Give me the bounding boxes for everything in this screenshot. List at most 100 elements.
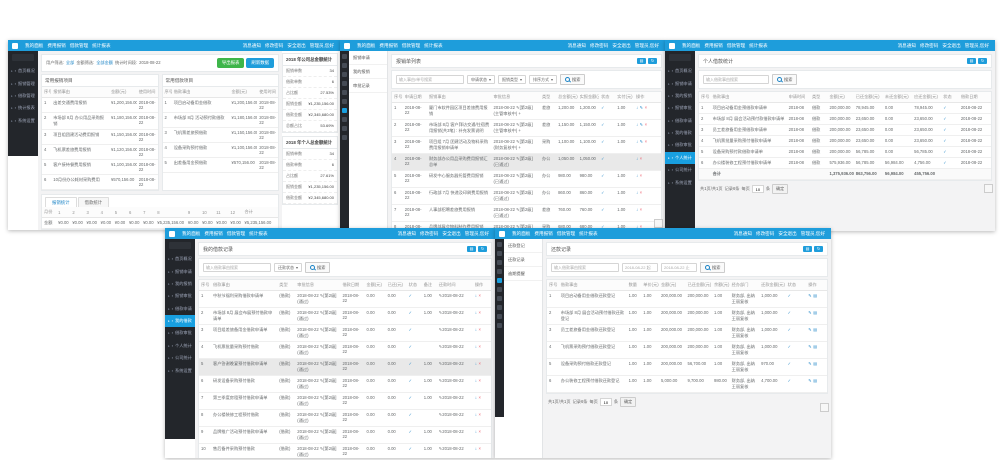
scroll-top-button[interactable]	[654, 219, 663, 228]
table-row[interactable]: 1 中秋节福利采购借款申请单 (借款) 2018-08-22 ✎[第2级] (通过) 2…	[199, 290, 491, 308]
delete-icon[interactable]: ×	[639, 190, 643, 195]
table-row[interactable]: 4 飞机票采购预付借款还款登记 1.00 1.00 200,000.00 200,000.…	[547, 341, 827, 359]
sidebar-collapse-button[interactable]	[169, 242, 191, 249]
app-logo-icon[interactable]	[12, 42, 18, 49]
collapsed-menu-icon[interactable]	[497, 287, 502, 292]
collapsed-menu-icon[interactable]	[342, 99, 347, 104]
detail-icon[interactable]: ▤	[813, 378, 818, 383]
delete-icon[interactable]: ×	[644, 122, 648, 127]
collapsed-menu-icon[interactable]	[342, 135, 347, 140]
download-icon[interactable]: ↓	[474, 310, 477, 315]
sidebar-item[interactable]: ▸ ▪ 统计报表	[8, 102, 38, 114]
sidebar-item[interactable]: ▸ ▪ 系统设置	[165, 364, 195, 376]
table-row[interactable]: 1 项目启动备用金预借款申请单 2018-08 借款 200,000.00 78,945.…	[699, 102, 991, 114]
download-icon[interactable]: ↓	[474, 327, 477, 332]
search-button[interactable]: 搜索	[772, 74, 798, 85]
search-input[interactable]	[396, 74, 464, 85]
approved-icon[interactable]: ✓	[787, 361, 792, 366]
filter-select[interactable]: 报销类型 ▾	[498, 74, 527, 85]
navbar-item[interactable]: 我的面板	[682, 42, 701, 48]
navbar-item[interactable]: 借款管理	[556, 230, 576, 236]
sidebar-item[interactable]: ▸ ▪ 报销审批	[165, 290, 195, 302]
table-row[interactable]: 4 设备采购预付借款 ¥1,100,156.00 2018-08-22	[162, 142, 278, 158]
delete-icon[interactable]: ×	[478, 378, 481, 383]
collapsed-menu-icon[interactable]	[497, 269, 502, 274]
approved-icon[interactable]: ✓	[601, 122, 605, 127]
approved-icon[interactable]: ✓	[943, 116, 947, 121]
table-row[interactable]: 2 市场部 8月 办公用品采购报销 ¥1,180,156.00 2018-08-22	[42, 112, 158, 130]
table-row[interactable]: 3 员工差旅备用金借款还款登记 1.00 1.00 200,000.00 200,000.…	[547, 324, 827, 342]
download-icon[interactable]: ↓	[474, 361, 477, 366]
table-row[interactable]: 2 2018-08-22 市场部 8月 客户拜访交通/住宿费用报销(共3笔) : 补…	[392, 119, 661, 137]
delete-icon[interactable]: ×	[478, 412, 481, 417]
scroll-top-button[interactable]	[984, 184, 993, 193]
delete-icon[interactable]: ×	[478, 293, 481, 298]
table-row[interactable]: 2 市场部 8月 活动预付款借款 ¥1,180,156.00 2018-08-22	[162, 112, 278, 128]
filter-link[interactable]: 全部	[65, 60, 75, 65]
navbar-item[interactable]: 费用报销	[204, 230, 223, 236]
download-icon[interactable]: ↓	[636, 139, 639, 144]
collapsed-menu-icon[interactable]	[342, 63, 347, 68]
navbar-item[interactable]: 费用报销	[379, 42, 398, 48]
search-input[interactable]	[703, 74, 769, 85]
download-icon[interactable]: ↓	[636, 122, 639, 127]
approved-icon[interactable]: ✓	[601, 224, 605, 229]
table-row[interactable]: 1 项目启动备用金借款 ¥1,200,156.00 2018-08-22	[162, 97, 278, 113]
approved-icon[interactable]: ✓	[787, 310, 792, 315]
sidebar-collapse-button[interactable]	[669, 54, 691, 61]
navbar-item[interactable]: 管理员,您好	[309, 42, 334, 48]
sidebar-item[interactable]: ▸ ▪ 公司统计	[165, 352, 195, 364]
approved-icon[interactable]: ✓	[787, 344, 792, 349]
collapsed-menu-icon[interactable]	[342, 108, 347, 113]
table-row[interactable]: 5 2018-08-22 研发中心服务器托管费用报销 2018-08-22 ✎[第2级…	[392, 170, 661, 188]
collapsed-menu-icon[interactable]	[342, 54, 347, 59]
list-icon[interactable]: ▤	[967, 57, 976, 65]
edit-icon[interactable]: ✎	[808, 378, 812, 383]
navbar-item[interactable]: 统计报表	[749, 42, 768, 48]
sidebar-item[interactable]: ▸ ▪ 借款申请	[165, 303, 195, 315]
approved-icon[interactable]: ✓	[787, 327, 792, 332]
delete-icon[interactable]: ×	[478, 344, 481, 349]
search-button[interactable]: 搜索	[700, 262, 726, 273]
app-logo-icon[interactable]	[499, 230, 505, 237]
table-row[interactable]: 6 办公装修工程预付借款还款登记 1.00 1.00 5,000.00 9,700.00 9…	[547, 375, 827, 393]
approved-icon[interactable]: ✓	[408, 446, 413, 451]
sidebar-item[interactable]: ▸ ▪ 系统设置	[665, 176, 695, 188]
detail-icon[interactable]: ▤	[813, 310, 818, 315]
list-icon[interactable]: ▤	[467, 245, 476, 253]
navbar-item[interactable]: 安全退出	[612, 42, 631, 48]
table-row[interactable]: 5 设备采购预付借款还款登记 1.00 1.00 200,000.00 56,700.00…	[547, 358, 827, 376]
sidebar-item[interactable]: ▸ ▪ 首页概况	[8, 65, 38, 77]
export-button[interactable]: 导出报表	[216, 58, 245, 68]
sidebar-item[interactable]: ▸ ▪ 系统设置	[8, 115, 38, 127]
navbar-item[interactable]: 统计报表	[92, 42, 111, 48]
approved-icon[interactable]: ✓	[787, 293, 792, 298]
navbar-item[interactable]: 统计报表	[249, 230, 268, 236]
collapsed-menu-icon[interactable]	[497, 305, 502, 310]
sidebar-item[interactable]: ▸ ▪ 报销申请	[665, 77, 695, 89]
navbar-item[interactable]: 我的面板	[357, 42, 376, 48]
download-icon[interactable]: ↓	[636, 190, 639, 195]
navbar-item[interactable]: 统计报表	[579, 230, 598, 236]
download-icon[interactable]: ↓	[636, 224, 639, 229]
filter-select[interactable]: 还款状态 ▾	[274, 262, 303, 273]
approved-icon[interactable]: ✓	[408, 378, 413, 383]
table-row[interactable]: 合计 1,375,936.00 863,756.00 56,984.00 455,756…	[699, 168, 991, 180]
table-row[interactable]: 1 2018-08-22 厦门市软件园区项目差旅费用报销 2018-08-22 ✎[第…	[392, 102, 661, 120]
delete-icon[interactable]: ×	[478, 395, 481, 400]
approved-icon[interactable]: ✓	[408, 429, 413, 434]
filter-link[interactable]: 全部金额	[96, 60, 113, 65]
navbar-item[interactable]: 我的面板	[512, 230, 531, 236]
table-row[interactable]: 4 飞机票批量采购预付借款 (借款) 2018-08-22 ✎[第2级] (通过) 20…	[199, 341, 491, 359]
sidebar-item[interactable]: ▸ ▪ 我的借款	[165, 314, 195, 328]
collapsed-menu-icon[interactable]	[497, 278, 502, 283]
collapsed-menu-icon[interactable]	[497, 260, 502, 265]
summary-tab[interactable]: 借款统计	[77, 197, 110, 207]
confirm-button[interactable]: 确定	[620, 397, 637, 407]
sidebar-item[interactable]: ▸ ▪ 报销管理	[8, 77, 38, 89]
edit-icon[interactable]: ✎	[808, 344, 812, 349]
table-row[interactable]: 6 研发设备采购预付借款 (借款) 2018-08-22 ✎[第2级] (通过) 201…	[199, 375, 491, 393]
delete-icon[interactable]: ×	[639, 224, 643, 229]
table-row[interactable]: 4 飞机票批量采购预付借款申请单 2018-08 借款 200,000.00 23,650…	[699, 135, 991, 147]
collapsed-menu-icon[interactable]	[497, 251, 502, 256]
